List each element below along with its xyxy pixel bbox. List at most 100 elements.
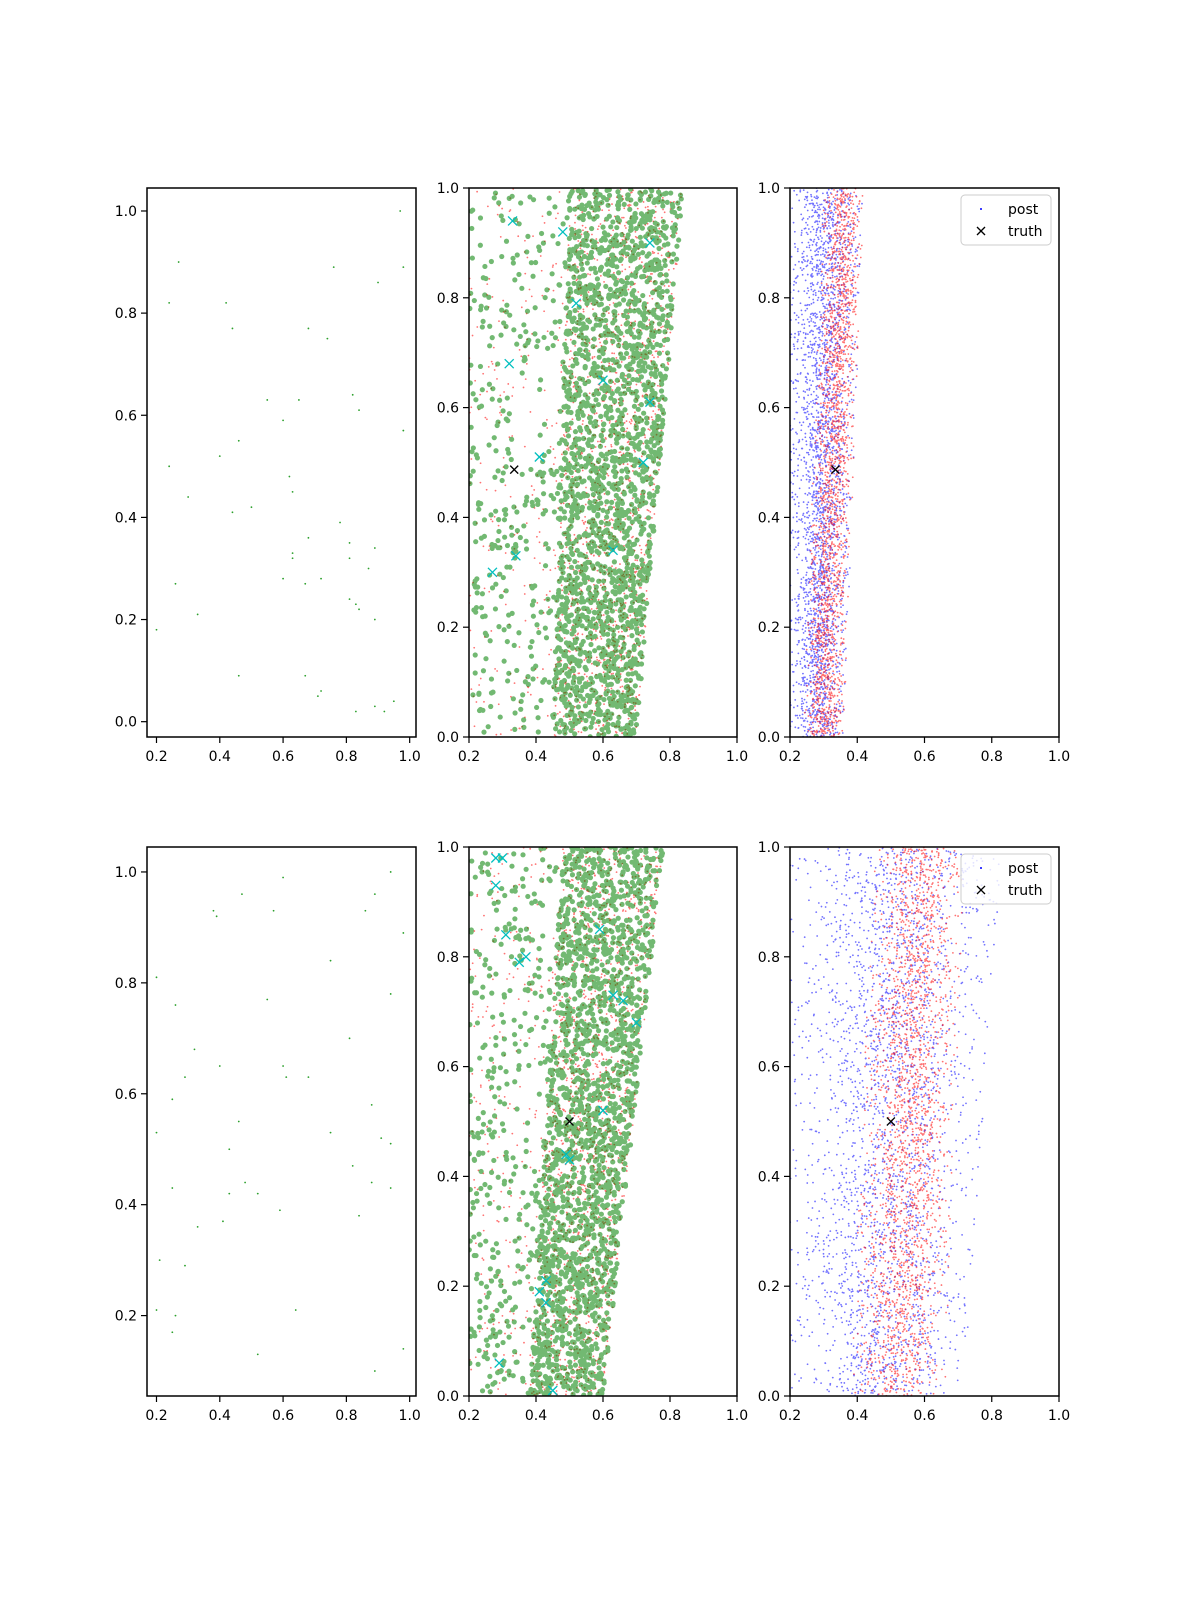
cloud-point	[638, 467, 641, 470]
cloud-point	[633, 618, 639, 624]
cloud-point	[485, 724, 491, 730]
cloud-point	[814, 294, 817, 297]
cloud-point	[469, 290, 474, 296]
cloud-point	[609, 608, 615, 614]
cloud-point	[557, 212, 559, 215]
cloud-point	[852, 237, 855, 240]
cloud-point	[573, 442, 579, 448]
cloud-point	[565, 294, 571, 300]
cloud-point	[643, 553, 646, 556]
prior-point	[307, 327, 310, 330]
cloud-point	[564, 553, 570, 560]
cloud-point	[626, 463, 629, 466]
cloud-point	[590, 616, 596, 622]
cloud-point	[527, 354, 530, 357]
cloud-point	[602, 717, 608, 723]
cloud-point	[571, 501, 577, 507]
cloud-point	[806, 451, 808, 454]
cloud-point	[630, 698, 636, 704]
cloud-point	[829, 549, 832, 551]
cloud-point	[602, 332, 608, 338]
cloud-point	[603, 281, 605, 283]
cloud-point	[654, 205, 657, 208]
cloud-point	[582, 308, 585, 311]
cloud-point	[606, 388, 612, 394]
cloud-point	[618, 351, 624, 357]
cloud-point	[535, 715, 541, 721]
cloud-point	[568, 358, 571, 361]
cloud-point	[658, 431, 665, 437]
cloud-point	[602, 271, 608, 277]
cloud-point	[470, 445, 476, 451]
cloud-point	[818, 357, 821, 360]
cloud-point	[809, 476, 811, 479]
cloud-point	[826, 498, 829, 500]
cloud-point	[637, 197, 643, 203]
cloud-point	[584, 400, 590, 406]
cloud-point	[613, 601, 619, 607]
cloud-point	[625, 671, 631, 677]
cloud-point	[817, 609, 820, 612]
cloud-point	[650, 416, 653, 418]
cloud-point	[614, 215, 621, 221]
cloud-point	[634, 537, 640, 543]
cloud-point	[659, 306, 665, 312]
cloud-point	[821, 237, 823, 239]
cloud-point	[840, 400, 843, 403]
cloud-point	[796, 537, 799, 540]
cloud-point	[814, 612, 816, 614]
cloud-point	[474, 590, 480, 596]
cloud-point	[601, 684, 604, 687]
x-tick-label: 0.2	[145, 749, 167, 765]
cloud-point	[646, 309, 652, 315]
cloud-point	[811, 269, 814, 271]
cloud-point	[470, 207, 476, 213]
cloud-point	[616, 674, 622, 680]
cloud-point	[610, 673, 613, 675]
cloud-point	[523, 498, 530, 504]
cloud-point	[599, 247, 606, 254]
cloud-point	[598, 432, 604, 438]
cloud-point	[805, 463, 807, 465]
cloud-point	[580, 325, 586, 331]
cloud-point	[538, 609, 544, 615]
cloud-point	[651, 199, 657, 205]
cloud-point	[837, 708, 840, 711]
cloud-point	[817, 296, 820, 299]
cloud-point	[557, 515, 563, 521]
cloud-point	[558, 607, 564, 613]
cloud-point	[602, 597, 609, 604]
cloud-point	[644, 206, 647, 209]
cloud-point	[529, 583, 535, 589]
cloud-point	[535, 338, 541, 344]
cloud-point	[578, 427, 584, 434]
cloud-point	[546, 418, 548, 421]
cloud-point	[591, 360, 597, 367]
cloud-point	[572, 713, 578, 719]
cloud-point	[546, 610, 552, 616]
cloud-point	[845, 493, 848, 496]
y-tick-label: 0.8	[437, 291, 459, 307]
cloud-point	[591, 597, 598, 603]
cloud-point	[572, 558, 578, 565]
cloud-point	[537, 247, 543, 254]
cloud-point	[828, 668, 830, 671]
cloud-point	[637, 519, 643, 525]
cloud-point	[566, 320, 568, 323]
cloud-point	[793, 452, 795, 455]
cloud-point	[595, 501, 601, 507]
cloud-point	[606, 188, 612, 193]
cloud-point	[822, 358, 825, 361]
cloud-point	[598, 338, 601, 340]
cloud-point	[522, 502, 528, 508]
cloud-point	[519, 471, 525, 477]
cloud-point	[586, 526, 588, 529]
cloud-point	[618, 242, 624, 248]
cloud-point	[567, 449, 570, 451]
cloud-point	[571, 585, 577, 591]
cloud-point	[596, 701, 602, 707]
cloud-point	[643, 625, 646, 627]
cloud-point	[507, 564, 513, 570]
cloud-point	[847, 454, 850, 457]
prior-point	[250, 506, 253, 509]
